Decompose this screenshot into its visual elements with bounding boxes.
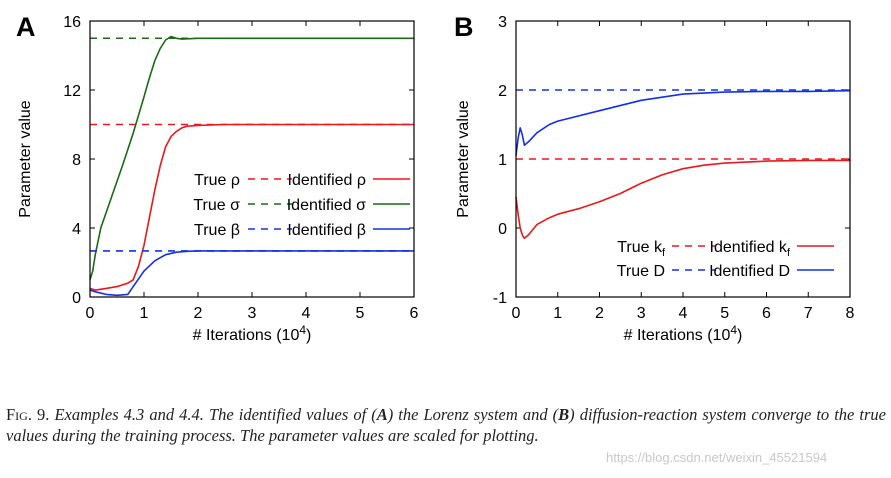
panel-b-legend-identified-kf-sub: f [787,247,791,259]
panel-b-legend-true-kf-sub: f [662,247,666,259]
panel-a-legend-true-beta: True β [194,222,240,239]
panel-b-y-tick-label: 2 [498,83,507,100]
panel-b-x-tick-label: 7 [804,305,813,322]
panel-b-y-tick-label: 0 [498,221,507,238]
panel-a-legend-identified-rho: Identified ρ [288,172,366,189]
panel-a-legend-true-rho-text: True ρ [194,172,240,189]
panel-a-x-axis-label-close: ) [306,327,311,344]
panel-a-legend-identified-beta-text: Identified β [287,222,366,239]
panel-a-legend-identified-sigma: Identified σ [287,197,366,214]
panel-b-x-tick-label: 4 [679,305,688,322]
panel-a-legend-true-rho: True ρ [194,172,240,189]
panel-a-legend-identified-sigma-text: Identified σ [287,197,366,214]
panel-b-legend-identified-D-text: Identified D [709,263,790,280]
panel-b-legend-true-kf-text: True k [617,239,663,256]
panel-a-legend-identified-beta: Identified β [287,222,366,239]
panel-b-legend-identified-D: Identified D [709,263,790,280]
panel-a-x-tick-label: 1 [140,305,149,322]
panel-a-plot-frame [89,20,415,298]
caption-text-2: ) the Lorenz system and ( [387,405,559,424]
panel-a-x-tick-label: 6 [410,305,419,322]
panel-b-legend-identified-kf: Identified kf [710,239,791,259]
panel-b-x-tick-label: 8 [846,305,855,322]
panel-a-y-tick-label: 4 [72,221,81,238]
panel-a-x-axis-label: # Iterations (104) [193,323,312,344]
panel-b-label: B [454,12,474,42]
panel-a-x-tick-label: 0 [86,305,95,322]
panel-b-identified-D-line [515,89,851,156]
panel-b-legend-true-D: True D [617,263,665,280]
panel-a-x-tick-label: 2 [194,305,203,322]
panel-b-x-tick-label: 1 [553,305,562,322]
caption-ref-b: B [558,405,570,424]
panel-a-x-tick-label: 4 [302,305,311,322]
panel-b-plot-frame [515,20,851,298]
panel-b-x-tick-label: 5 [720,305,729,322]
panel-b-x-tick-label: 3 [637,305,646,322]
panel-a-x-axis-label-main: # Iterations (10 [193,327,300,344]
caption-label: Fig. 9. [6,405,50,424]
caption-text-1: The identified values of ( [208,405,377,424]
panel-a-legend-identified-rho-text: Identified ρ [288,172,366,189]
panel-b-legend-true-D-text: True D [617,263,665,280]
panel-a-y-tick-label: 8 [72,152,81,169]
panel-b-x-axis-label-close: ) [737,327,742,344]
panel-b-x-tick-label: 6 [762,305,771,322]
panel-a-y-tick-label: 16 [63,14,81,31]
panel-b-identified-kf-line [515,159,850,240]
panel-b-x-axis-label-sup: 4 [730,323,737,337]
panel-a-legend-true-sigma: True σ [193,197,240,214]
panel-a-identified-sigma-line [89,35,414,281]
caption-text-3: ) diffusion-reaction system converge to … [6,405,887,445]
panel-a-legend-true-sigma-text: True σ [193,197,240,214]
panel-b-x-tick-label: 2 [595,305,604,322]
caption-ref-a: A [376,405,388,424]
panel-b-y-tick-label: 3 [498,14,507,31]
panel-b-x-axis-label: # Iterations (104) [624,323,743,344]
panel-b-legend-true-kf: True kf [617,239,666,259]
panel-a-y-tick-label: 12 [63,83,81,100]
panel-b-y-axis-label: Parameter value [455,100,472,217]
panel-a-legend-true-beta-text: True β [194,222,240,239]
panel-b-y-tick-label: -1 [493,290,507,307]
panel-a-x-axis-label-sup: 4 [299,323,306,337]
caption-title: Examples 4.3 and 4.4. [54,405,204,424]
panel-b-x-axis-label-main: # Iterations (10 [624,327,731,344]
panel-a-label: A [16,12,36,42]
panel-b-y-tick-label: 1 [498,152,507,169]
panel-b-legend-identified-kf-text: Identified k [710,239,788,256]
panel-a-y-tick-label: 0 [72,290,81,307]
panel-b-x-tick-label: 0 [512,305,521,322]
watermark: https://blog.csdn.net/weixin_45521594 [606,450,828,465]
panel-a-identified-rho-line [89,123,414,291]
panel-a-x-tick-label: 3 [248,305,257,322]
panel-a-identified-beta-line [89,250,414,297]
panel-a-x-tick-label: 5 [356,305,365,322]
panel-a-y-axis-label: Parameter value [17,100,34,217]
figure-caption: Fig. 9. Examples 4.3 and 4.4. The identi… [6,404,886,446]
